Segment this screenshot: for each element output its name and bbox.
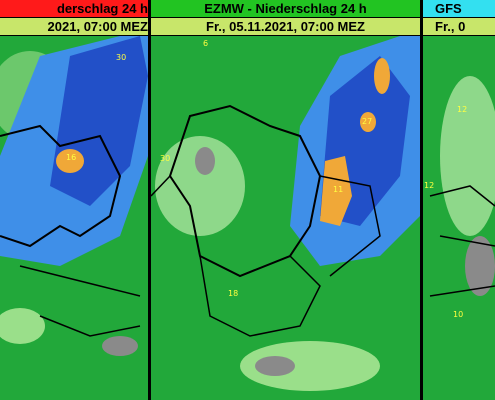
maps: 30 16 6 30 18 27 11 12 12 10 [0, 36, 495, 400]
value-label: 12 [424, 181, 434, 190]
value-label: 11 [333, 185, 343, 194]
panel-title: EZMW - Niederschlag 24 h [151, 0, 420, 17]
value-label: 6 [203, 39, 208, 48]
map-panel [0, 36, 148, 400]
panel-title: derschlag 24 h [0, 0, 148, 17]
value-label: 30 [116, 53, 126, 62]
panel-date: 2021, 07:00 MEZ [0, 18, 148, 35]
panel-date: Fr., 0 [423, 18, 495, 35]
map-labels: 30 16 6 30 18 27 11 12 12 10 [66, 39, 467, 319]
value-label: 30 [160, 154, 170, 163]
panel-date: Fr., 05.11.2021, 07:00 MEZ [151, 18, 420, 35]
value-label: 18 [228, 289, 238, 298]
value-label: 12 [457, 105, 467, 114]
map-panel [151, 36, 420, 400]
map-panel [423, 36, 495, 400]
value-label: 10 [453, 310, 463, 319]
value-label: 16 [66, 153, 76, 162]
value-label: 27 [362, 117, 372, 126]
panel-title: GFS [423, 0, 495, 17]
